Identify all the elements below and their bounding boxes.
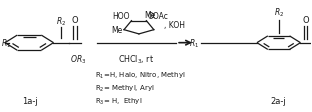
Text: R$_3$= H,  Ethyl: R$_3$= H, Ethyl — [95, 96, 143, 106]
Text: OOAc: OOAc — [148, 12, 169, 21]
Text: R$_2$: R$_2$ — [56, 15, 66, 27]
Text: HOO: HOO — [112, 12, 130, 21]
Text: 2a-j: 2a-j — [271, 96, 286, 105]
Text: Me: Me — [111, 26, 122, 35]
Text: 1a-j: 1a-j — [22, 96, 38, 105]
Text: O: O — [302, 16, 309, 25]
Text: OR$_3$: OR$_3$ — [70, 53, 86, 65]
Text: Me: Me — [144, 11, 156, 20]
Text: R$_1$: R$_1$ — [189, 37, 199, 50]
Text: O: O — [71, 16, 78, 25]
Text: , KOH: , KOH — [164, 21, 185, 29]
Text: CHCl$_3$, rt: CHCl$_3$, rt — [118, 53, 154, 66]
Text: R$_1$: R$_1$ — [1, 37, 11, 50]
Text: R$_1$=H, Halo, Nitro, Methyl: R$_1$=H, Halo, Nitro, Methyl — [95, 70, 186, 80]
Text: R$_2$: R$_2$ — [274, 6, 284, 18]
Text: R$_2$= Methyl, Aryl: R$_2$= Methyl, Aryl — [95, 83, 155, 93]
